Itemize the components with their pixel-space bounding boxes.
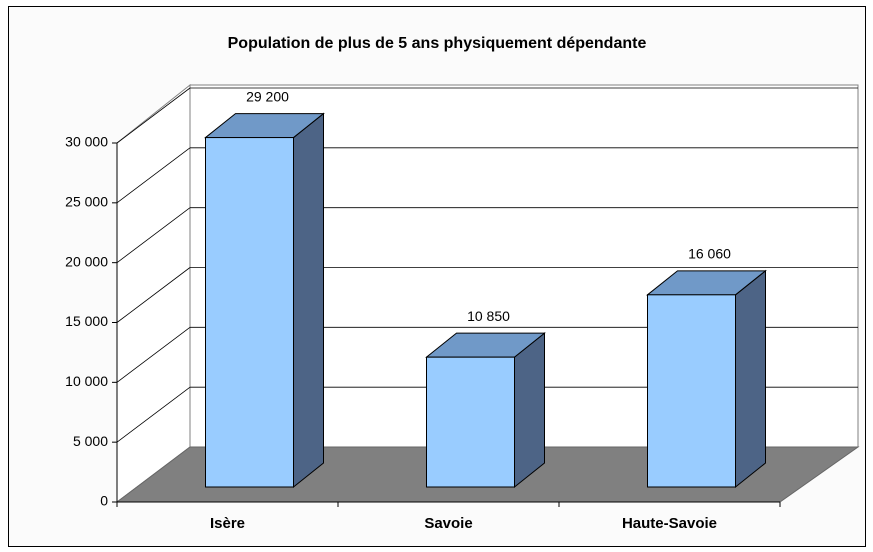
grid-line bbox=[116, 87, 191, 144]
grid-line bbox=[116, 267, 191, 323]
grid-line bbox=[116, 147, 191, 204]
grid-line bbox=[116, 327, 191, 383]
bar bbox=[426, 356, 515, 488]
bar bbox=[647, 294, 736, 488]
bar-side bbox=[293, 112, 324, 489]
y-tick-label: 10 000 bbox=[65, 373, 108, 389]
value-label: 10 850 bbox=[467, 308, 510, 324]
y-tick-label: 5 000 bbox=[73, 433, 108, 449]
value-label: 29 200 bbox=[246, 88, 289, 104]
grid-line bbox=[116, 207, 191, 263]
x-tick-label: Savoie bbox=[424, 515, 472, 532]
bar-side bbox=[735, 269, 766, 489]
y-tick-label: 30 000 bbox=[65, 134, 108, 150]
x-tick-label: Isère bbox=[210, 515, 245, 532]
x-tick-label: Haute-Savoie bbox=[622, 515, 717, 532]
value-label: 16 060 bbox=[688, 246, 731, 262]
y-tick-label: 15 000 bbox=[65, 313, 108, 329]
bar bbox=[205, 137, 294, 488]
y-tick-label: 0 bbox=[100, 493, 108, 509]
bar-side bbox=[514, 332, 545, 489]
side-wall bbox=[116, 83, 191, 504]
chart-title: Population de plus de 5 ans physiquement… bbox=[228, 35, 647, 52]
y-tick-label: 25 000 bbox=[65, 194, 108, 210]
grid-line bbox=[116, 386, 191, 443]
y-tick-label: 20 000 bbox=[65, 253, 108, 269]
